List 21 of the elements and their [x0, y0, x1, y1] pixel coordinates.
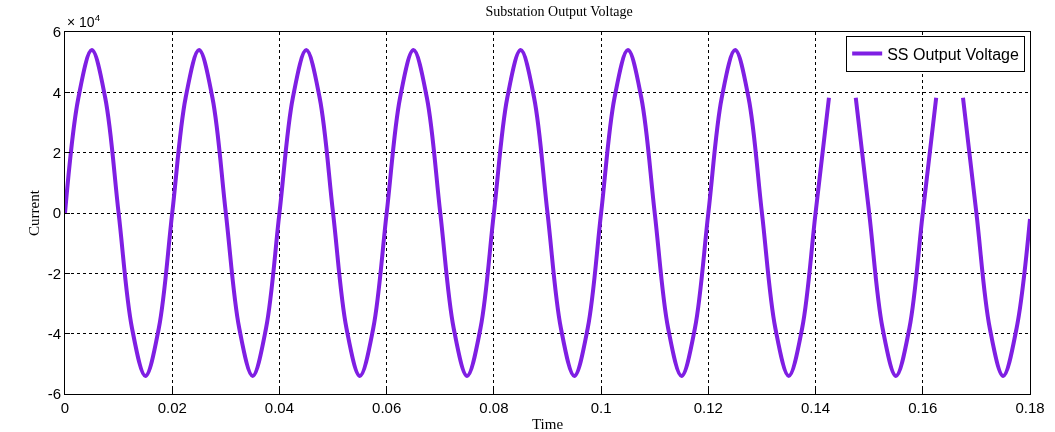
x-tick-label: 0.06 [372, 399, 402, 416]
y-tick-label: 0 [52, 204, 61, 222]
x-tick-label: 0.1 [590, 399, 612, 416]
text: × 10$^{4}$ [67, 12, 101, 30]
y-tick-label: -2 [47, 264, 61, 282]
y-tick-label: 6 [52, 23, 61, 41]
y-tick-label: 2 [52, 143, 61, 161]
y-tick-label: -4 [47, 324, 61, 342]
legend-label: SS Output Voltage [887, 45, 1019, 63]
x-tick-label: 0.04 [264, 399, 295, 416]
x-tick-label: 0.16 [908, 399, 938, 416]
chart-title: Substation Output Voltage [485, 4, 633, 20]
x-tick-label: 0.12 [693, 399, 723, 416]
y-tick-label: 4 [52, 83, 61, 101]
x-tick-label: 0.14 [800, 399, 831, 416]
x-tick-label: 0.18 [1015, 399, 1045, 416]
x-tick-label: 0.08 [479, 399, 509, 416]
y-tick-label: -6 [47, 385, 61, 403]
x-axis-title: Time [531, 416, 564, 432]
y-axis-title: Current [25, 189, 42, 236]
x-tick-label: 0.02 [157, 399, 187, 416]
